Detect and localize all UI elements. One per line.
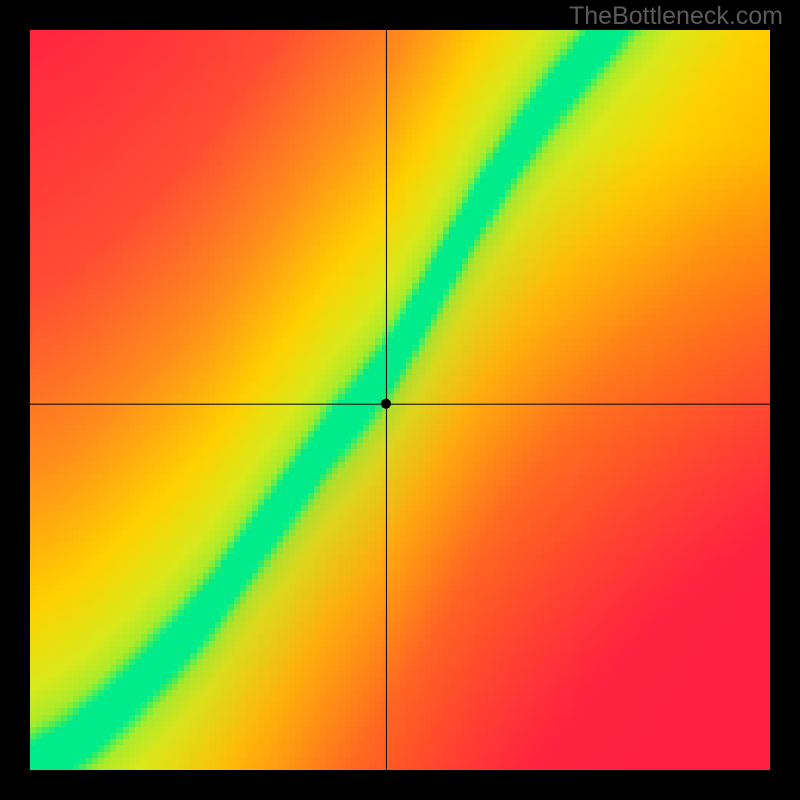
bottleneck-heatmap: [30, 30, 770, 770]
watermark-text: TheBottleneck.com: [569, 2, 783, 31]
chart-container: TheBottleneck.com: [0, 0, 800, 800]
